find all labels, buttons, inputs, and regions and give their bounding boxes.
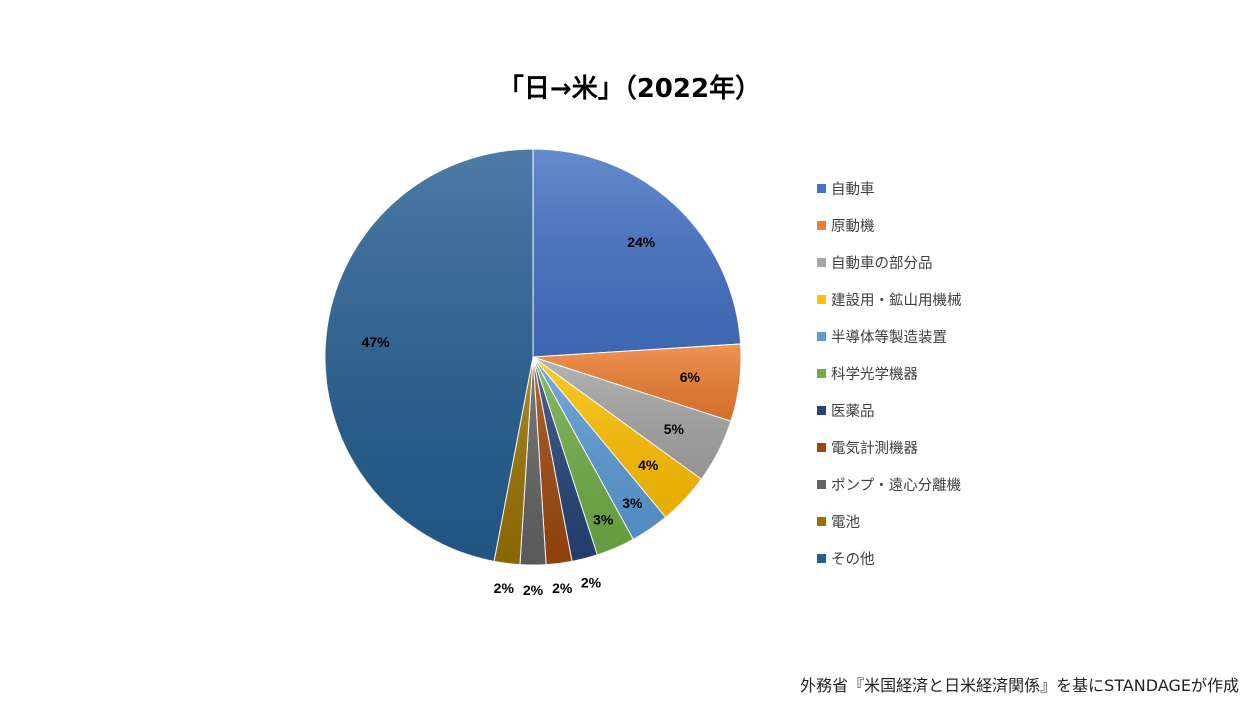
legend-label: 電気計測機器 bbox=[831, 441, 918, 457]
pie-slice-shading bbox=[533, 357, 731, 480]
legend-swatch bbox=[817, 480, 826, 489]
legend: 自動車原動機自動車の部分品建設用・鉱山用機械 半導体等製造装置 科学光学機器 医薬品電… bbox=[817, 170, 962, 577]
legend-item: 建設用・鉱山用機械 bbox=[817, 281, 962, 318]
legend-swatch bbox=[817, 221, 826, 230]
source-note: 外務省『米国経済と日米経済関係』を基にSTANDAGEが作成 bbox=[800, 676, 1239, 695]
legend-item: 電池 bbox=[817, 503, 962, 540]
legend-item: その他 bbox=[817, 540, 962, 577]
legend-swatch bbox=[817, 554, 826, 563]
data-label: 5% bbox=[664, 421, 685, 437]
pie-slice-shading bbox=[325, 149, 533, 562]
legend-swatch bbox=[817, 443, 826, 452]
data-label: 2% bbox=[552, 580, 573, 596]
legend-swatch bbox=[817, 295, 826, 304]
legend-item: 半導体等製造装置 bbox=[817, 318, 962, 355]
pie-slice-shading bbox=[533, 357, 598, 562]
legend-item: 自動車 bbox=[817, 170, 962, 207]
data-label: 2% bbox=[523, 582, 544, 598]
chart-title: 「日→米」（2022年） bbox=[497, 74, 762, 104]
pie-slice-shading bbox=[533, 357, 634, 555]
legend-label: その他 bbox=[831, 552, 875, 568]
legend-item: 自動車の部分品 bbox=[817, 244, 962, 281]
legend-swatch bbox=[817, 517, 826, 526]
data-label: 4% bbox=[638, 457, 659, 473]
legend-swatch bbox=[817, 406, 826, 415]
pie-slice-shading bbox=[533, 149, 741, 357]
legend-label: 原動機 bbox=[831, 219, 875, 235]
legend-swatch bbox=[817, 258, 826, 267]
legend-item: ポンプ・遠心分離機 bbox=[817, 466, 962, 503]
legend-label: 半導体等製造装置 bbox=[831, 330, 947, 346]
pie-slice-shading bbox=[533, 357, 666, 540]
data-label: 24% bbox=[627, 234, 656, 250]
legend-label: 自動車 bbox=[831, 182, 875, 198]
legend-item: 科学光学機器 bbox=[817, 355, 962, 392]
legend-swatch bbox=[817, 332, 826, 341]
data-label: 6% bbox=[680, 369, 701, 385]
legend-item: 電気計測機器 bbox=[817, 429, 962, 466]
legend-item: 医薬品 bbox=[817, 392, 962, 429]
pie-slice-shading bbox=[533, 357, 572, 565]
legend-label: ポンプ・遠心分離機 bbox=[831, 478, 962, 494]
data-label: 3% bbox=[622, 495, 643, 511]
legend-label: 医薬品 bbox=[831, 404, 875, 420]
legend-swatch bbox=[817, 369, 826, 378]
legend-item: 原動機 bbox=[817, 207, 962, 244]
pie-slice-shading bbox=[533, 357, 702, 518]
pie-slice-shading bbox=[519, 357, 547, 565]
legend-swatch bbox=[817, 184, 826, 193]
data-label: 47% bbox=[362, 334, 391, 350]
data-label: 3% bbox=[593, 511, 614, 527]
legend-label: 電池 bbox=[831, 515, 860, 531]
legend-label: 科学光学機器 bbox=[831, 367, 918, 383]
data-label: 2% bbox=[581, 575, 602, 591]
pie-slice-shading bbox=[533, 343, 741, 422]
legend-label: 自動車の部分品 bbox=[831, 256, 933, 272]
data-label: 2% bbox=[494, 580, 515, 596]
legend-label: 建設用・鉱山用機械 bbox=[831, 293, 962, 309]
